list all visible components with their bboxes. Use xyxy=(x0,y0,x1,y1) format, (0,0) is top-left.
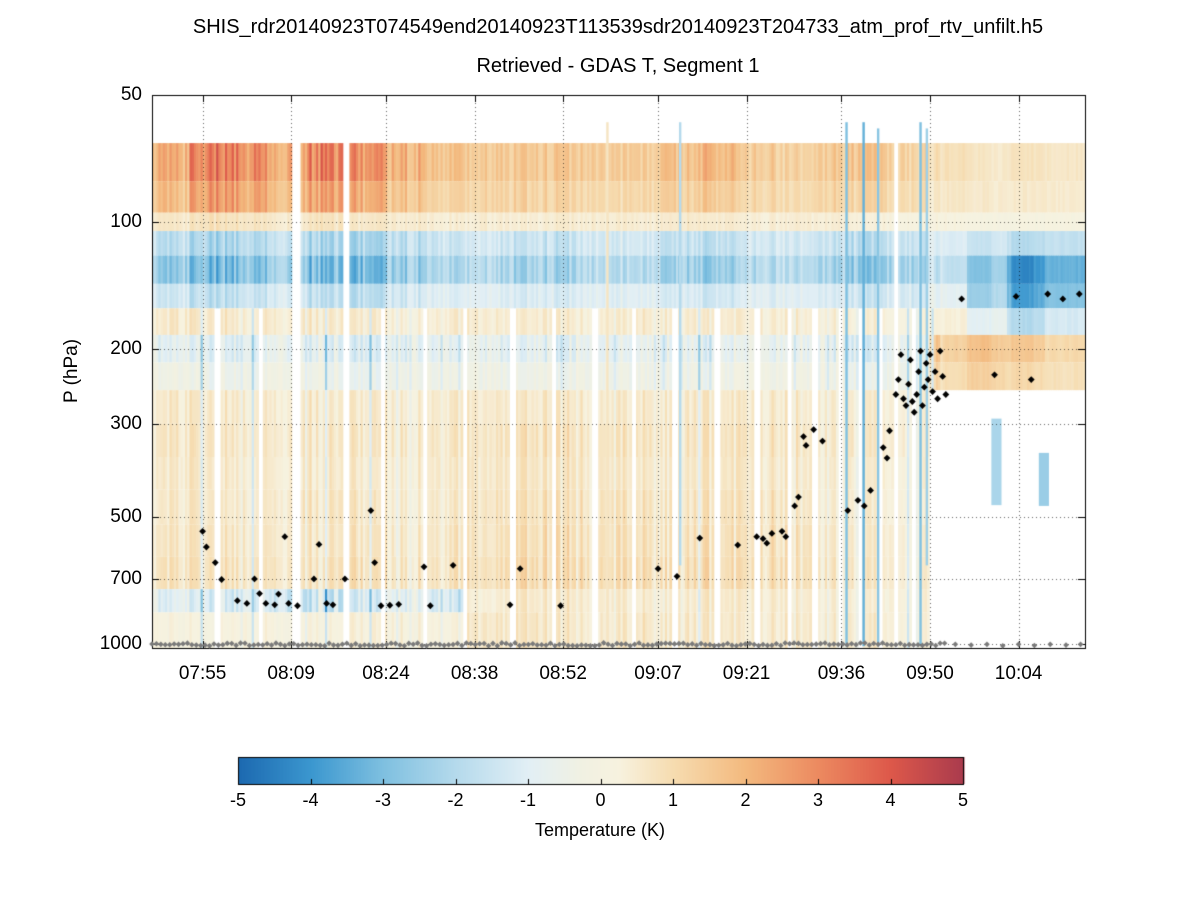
figure-title-filename: SHIS_rdr20140923T074549end20140923T11353… xyxy=(192,16,1044,38)
figure-subtitle: Retrieved - GDAS T, Segment 1 xyxy=(476,55,760,77)
colorbar-label: Temperature (K) xyxy=(534,820,666,840)
y-axis-label: P (hPa) xyxy=(61,338,82,404)
